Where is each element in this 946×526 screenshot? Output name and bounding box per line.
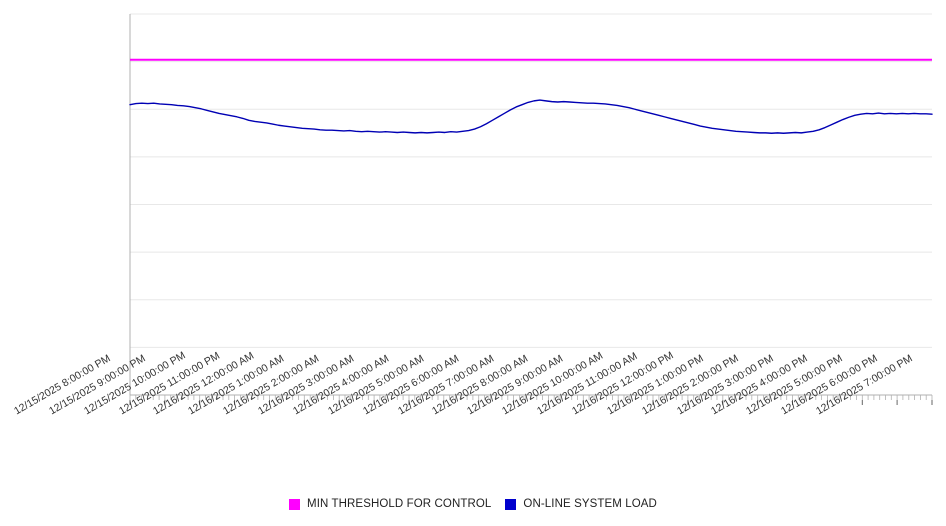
- legend-swatch-min-threshold: [289, 498, 301, 510]
- legend-label-online-system-load: ON-LINE SYSTEM LOAD: [523, 498, 657, 510]
- legend-swatch-online-system-load: [505, 498, 517, 510]
- x-axis-minor-ticks: [129, 395, 933, 400]
- x-axis-major-ticks: [129, 400, 933, 405]
- chart-legend: MIN THRESHOLD FOR CONTROL ON-LINE SYSTEM…: [0, 498, 946, 510]
- legend-label-min-threshold: MIN THRESHOLD FOR CONTROL: [307, 498, 492, 510]
- online-system-load-line: [129, 99, 933, 134]
- grid-lines: [130, 13, 932, 396]
- legend-entry-min-threshold[interactable]: MIN THRESHOLD FOR CONTROL: [289, 498, 491, 510]
- legend-entry-online-system-load[interactable]: ON-LINE SYSTEM LOAD: [505, 498, 657, 510]
